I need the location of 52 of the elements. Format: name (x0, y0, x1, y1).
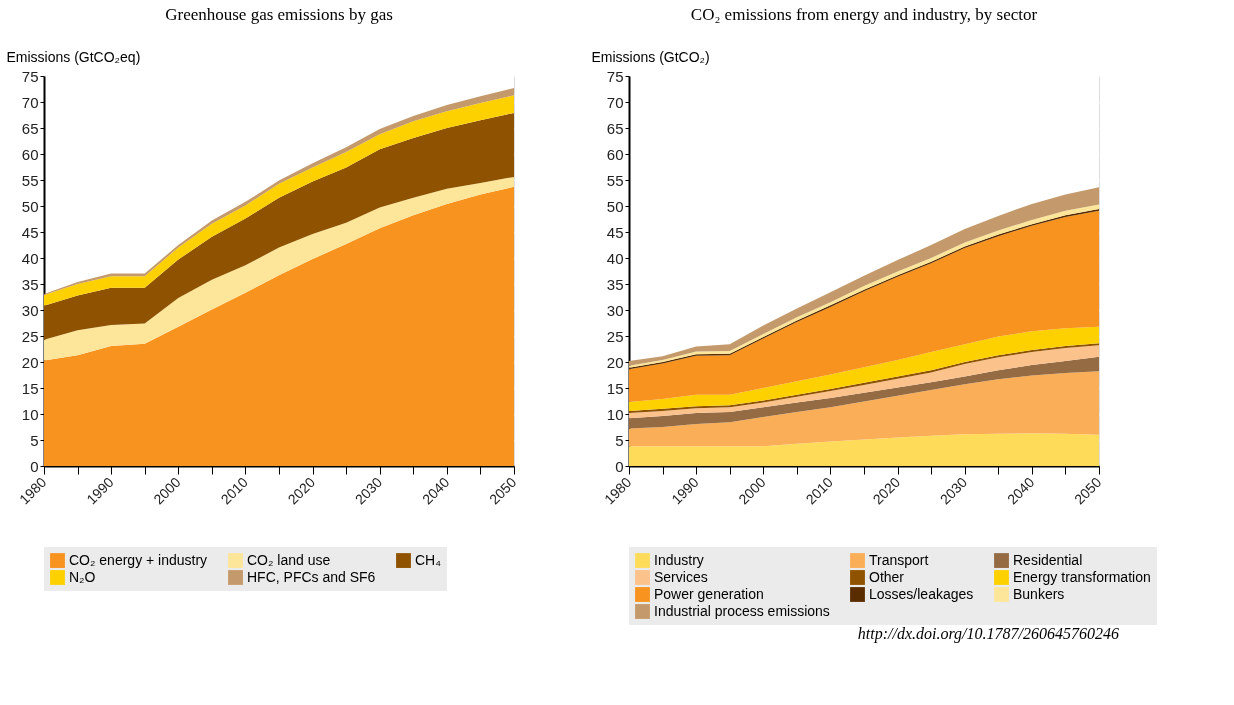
legend-label: Losses/leakages (869, 585, 974, 602)
legend-label: CO₂ energy + industry (69, 551, 208, 568)
legend-label: Power generation (654, 585, 764, 602)
y-tick-label: 45 (21, 223, 39, 241)
y-tick-label: 30 (21, 301, 39, 319)
legend-label: Other (869, 568, 905, 585)
legend-label: Industrial process emissions (654, 602, 830, 619)
legend-label: Transport (869, 551, 929, 568)
y-tick-label: 45 (606, 223, 624, 241)
legend-label: Bunkers (1013, 585, 1065, 602)
legend-label: Industry (654, 551, 704, 568)
y-tick-label: 75 (21, 67, 39, 85)
legend-label: N₂O (69, 568, 96, 585)
y-tick-label: 55 (21, 171, 39, 189)
y-tick-label: 40 (21, 249, 39, 267)
text: http://dx.doi.org/10.1787/260645760246 (857, 625, 1119, 643)
y-tick-label: 25 (606, 327, 624, 345)
y-tick-label: 50 (21, 197, 39, 215)
y-tick-label: 70 (606, 93, 624, 111)
y-tick-label: 70 (21, 93, 39, 111)
y-tick-label: 15 (606, 379, 624, 397)
y-tick-label: 65 (21, 119, 39, 137)
y-tick-label: 20 (606, 353, 624, 371)
y-axis-title: Emissions (GtCO₂) (591, 48, 710, 65)
legend-label: Residential (1013, 551, 1083, 568)
y-tick-label: 25 (21, 327, 39, 345)
y-tick-label: 5 (615, 431, 624, 449)
y-tick-label: 55 (606, 171, 624, 189)
y-tick-label: 20 (21, 353, 39, 371)
legend-label: Services (654, 568, 708, 585)
y-tick-label: 10 (21, 405, 39, 423)
legend-label: CO₂ land use (247, 551, 331, 568)
y-tick-label: 75 (606, 67, 624, 85)
y-tick-label: 35 (21, 275, 39, 293)
chart-title: Greenhouse gas emissions by gas (165, 5, 393, 24)
y-tick-label: 0 (30, 457, 39, 475)
y-tick-label: 10 (606, 405, 624, 423)
y-tick-label: 30 (606, 301, 624, 319)
y-tick-label: 60 (606, 145, 624, 163)
y-tick-label: 35 (606, 275, 624, 293)
y-tick-label: 65 (606, 119, 624, 137)
y-axis-title: Emissions (GtCO₂eq) (6, 48, 141, 65)
chart-title: CO₂ emissions from energy and industry, by sector (690, 5, 1038, 24)
legend-label: HFC, PFCs and SF6 (247, 568, 376, 585)
y-tick-label: 40 (606, 249, 624, 267)
y-tick-label: 50 (606, 197, 624, 215)
y-tick-label: 15 (21, 379, 39, 397)
legend-label: Energy transformation (1013, 568, 1151, 585)
y-tick-label: 60 (21, 145, 39, 163)
legend-label: CH₄ (415, 551, 442, 568)
y-tick-label: 5 (30, 431, 39, 449)
y-tick-label: 0 (615, 457, 624, 475)
